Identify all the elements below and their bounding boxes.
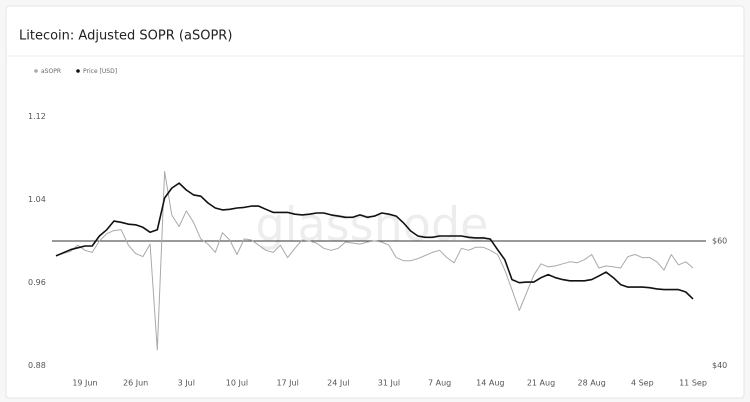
x-tick-label: 26 Jun bbox=[123, 379, 148, 388]
x-tick-label: 19 Jun bbox=[72, 379, 97, 388]
y-tick-label: 0.88 bbox=[28, 361, 46, 370]
x-tick-label: 28 Aug bbox=[577, 379, 605, 388]
card bbox=[5, 5, 745, 399]
y2-tick-label: $40 bbox=[712, 361, 727, 370]
legend-label: aSOPR bbox=[41, 68, 61, 75]
legend-swatch bbox=[34, 69, 38, 73]
series-line bbox=[55, 182, 694, 300]
x-tick-label: 31 Jul bbox=[378, 379, 400, 388]
x-tick-label: 7 Aug bbox=[428, 379, 451, 388]
series-line bbox=[55, 171, 694, 351]
y-tick-label: 1.12 bbox=[28, 112, 46, 121]
x-tick-label: 4 Sep bbox=[631, 379, 654, 388]
y-tick-label: 0.96 bbox=[28, 278, 46, 287]
x-tick-label: 11 Sep bbox=[679, 379, 707, 388]
legend-label: Price [USD] bbox=[83, 68, 117, 75]
watermark: glassnode bbox=[256, 198, 489, 252]
x-tick-label: 17 Jul bbox=[276, 379, 298, 388]
chart-title: Litecoin: Adjusted SOPR (aSOPR) bbox=[19, 29, 232, 44]
x-tick-label: 14 Aug bbox=[476, 379, 504, 388]
x-tick-label: 21 Aug bbox=[527, 379, 555, 388]
y-tick-label: 1.04 bbox=[28, 195, 46, 204]
x-tick-label: 3 Jul bbox=[178, 379, 195, 388]
legend-swatch bbox=[76, 69, 80, 73]
x-tick-label: 24 Jul bbox=[327, 379, 349, 388]
x-tick-label: 10 Jul bbox=[226, 379, 248, 388]
y2-tick-label: $60 bbox=[712, 237, 727, 246]
